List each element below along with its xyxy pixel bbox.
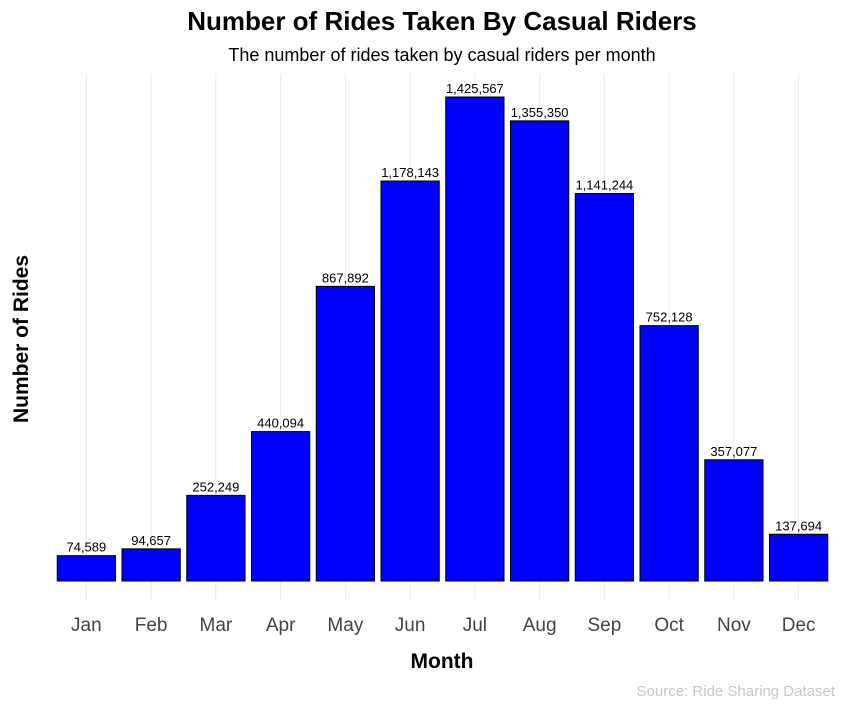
bar-sep xyxy=(574,193,635,582)
x-tick-nov: Nov xyxy=(717,615,751,636)
bar-jun xyxy=(380,180,440,582)
x-tick-jun: Jun xyxy=(395,615,426,636)
data-label-jun: 1,178,143 xyxy=(381,165,439,180)
x-tick-jul: Jul xyxy=(463,615,487,636)
data-labels: 74,589 94,657 252,249 440,094 867,892 1,178,1… xyxy=(66,81,822,555)
bar-feb xyxy=(121,548,181,582)
data-label-jul: 1,425,567 xyxy=(446,81,504,96)
data-label-oct: 752,128 xyxy=(646,310,693,325)
data-label-nov: 357,077 xyxy=(710,444,757,459)
data-label-aug: 1,355,350 xyxy=(511,105,569,120)
bar-oct xyxy=(639,325,699,582)
x-tick-feb: Feb xyxy=(135,615,168,636)
x-tick-may: May xyxy=(327,615,363,636)
bar-apr xyxy=(250,431,311,582)
bar-jan xyxy=(56,555,117,582)
data-label-may: 867,892 xyxy=(322,270,369,285)
data-label-jan: 74,589 xyxy=(66,540,106,555)
x-tick-labels: Jan Feb Mar Apr May Jun Jul Aug Sep Oct Nov Dec xyxy=(71,615,815,636)
bar-aug xyxy=(509,120,570,582)
y-axis-title: Number of Rides xyxy=(10,255,33,423)
x-tick-jan: Jan xyxy=(71,615,102,636)
data-label-apr: 440,094 xyxy=(257,416,304,431)
x-tick-aug: Aug xyxy=(523,615,557,636)
data-label-mar: 252,249 xyxy=(192,479,239,494)
chart-title: Number of Rides Taken By Casual Riders xyxy=(187,6,697,36)
bars xyxy=(56,96,829,582)
x-tick-mar: Mar xyxy=(200,615,233,636)
x-axis-title: Month xyxy=(411,650,474,673)
bar-mar xyxy=(186,494,246,582)
x-tick-sep: Sep xyxy=(587,615,621,636)
data-label-feb: 94,657 xyxy=(131,533,171,548)
bar-may xyxy=(315,285,376,582)
chart-subtitle: The number of rides taken by casual ride… xyxy=(228,45,655,65)
source-caption: Source: Ride Sharing Dataset xyxy=(637,683,836,700)
bar-nov xyxy=(704,459,764,582)
data-label-dec: 137,694 xyxy=(775,518,822,533)
bar-jul xyxy=(445,96,505,582)
x-tick-dec: Dec xyxy=(782,615,816,636)
x-tick-apr: Apr xyxy=(266,615,296,636)
bar-dec xyxy=(768,533,829,582)
x-tick-oct: Oct xyxy=(654,615,684,636)
data-label-sep: 1,141,244 xyxy=(575,178,633,193)
